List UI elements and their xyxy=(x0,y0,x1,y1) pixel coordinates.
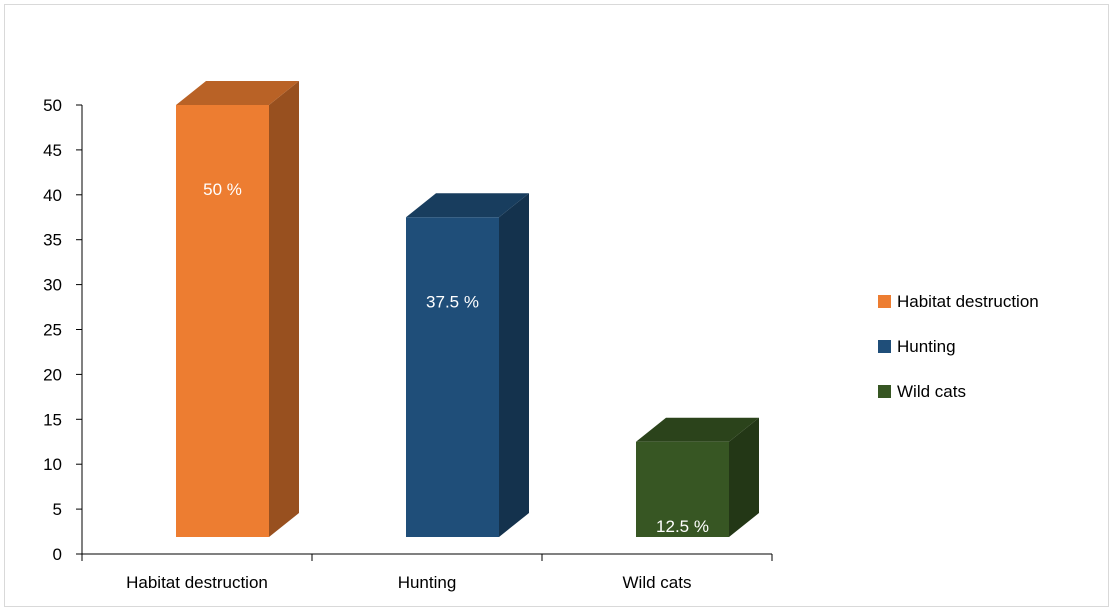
bar-front xyxy=(636,441,729,537)
y-tick-label: 15 xyxy=(43,410,62,429)
data-label: 12.5 % xyxy=(656,517,709,536)
y-tick-label: 45 xyxy=(43,141,62,160)
bar-side xyxy=(269,81,299,537)
y-tick-label: 50 xyxy=(43,96,62,115)
y-axis: 0 5 10 15 20 25 30 35 40 45 50 xyxy=(43,96,83,564)
y-tick-label: 35 xyxy=(43,231,62,250)
y-tick-label: 0 xyxy=(53,545,62,564)
bar-top xyxy=(636,417,759,442)
legend-swatch xyxy=(878,295,891,308)
bar-top xyxy=(176,81,299,105)
x-axis: Habitat destruction Hunting Wild cats xyxy=(81,553,773,592)
legend-item-hunting: Hunting xyxy=(878,324,1039,369)
bar-front xyxy=(406,217,499,537)
x-tick-label: Hunting xyxy=(398,573,457,592)
y-tick-label: 25 xyxy=(43,321,62,340)
bar xyxy=(176,81,299,537)
y-tick-label: 30 xyxy=(43,276,62,295)
legend-swatch xyxy=(878,385,891,398)
bar-side xyxy=(499,193,529,537)
legend: Habitat destruction Hunting Wild cats xyxy=(878,279,1039,414)
legend-swatch xyxy=(878,340,891,353)
y-tick-label: 5 xyxy=(53,500,62,519)
bars xyxy=(176,81,759,537)
bar xyxy=(406,193,529,537)
legend-item-habitat-destruction: Habitat destruction xyxy=(878,279,1039,324)
legend-label: Habitat destruction xyxy=(897,291,1039,311)
y-tick-label: 20 xyxy=(43,365,62,384)
legend-label: Hunting xyxy=(897,336,956,356)
legend-item-wild-cats: Wild cats xyxy=(878,369,1039,414)
data-labels: 50 % 37.5 % 12.5 % xyxy=(203,180,709,536)
data-label: 37.5 % xyxy=(426,292,479,311)
x-tick-label: Habitat destruction xyxy=(126,573,268,592)
bar-front xyxy=(176,105,269,537)
y-tick-label: 40 xyxy=(43,186,62,205)
bar xyxy=(636,417,759,537)
bar-top xyxy=(406,193,529,218)
bar-chart: 0 5 10 15 20 25 30 35 40 45 50 Habitat destruction… xyxy=(43,81,773,592)
y-tick-label: 10 xyxy=(43,455,62,474)
legend-label: Wild cats xyxy=(897,381,966,401)
x-tick-label: Wild cats xyxy=(623,573,692,592)
chart-frame: 0 5 10 15 20 25 30 35 40 45 50 Habitat destruction… xyxy=(4,4,1109,607)
data-label: 50 % xyxy=(203,180,242,199)
bar-side xyxy=(729,417,759,537)
